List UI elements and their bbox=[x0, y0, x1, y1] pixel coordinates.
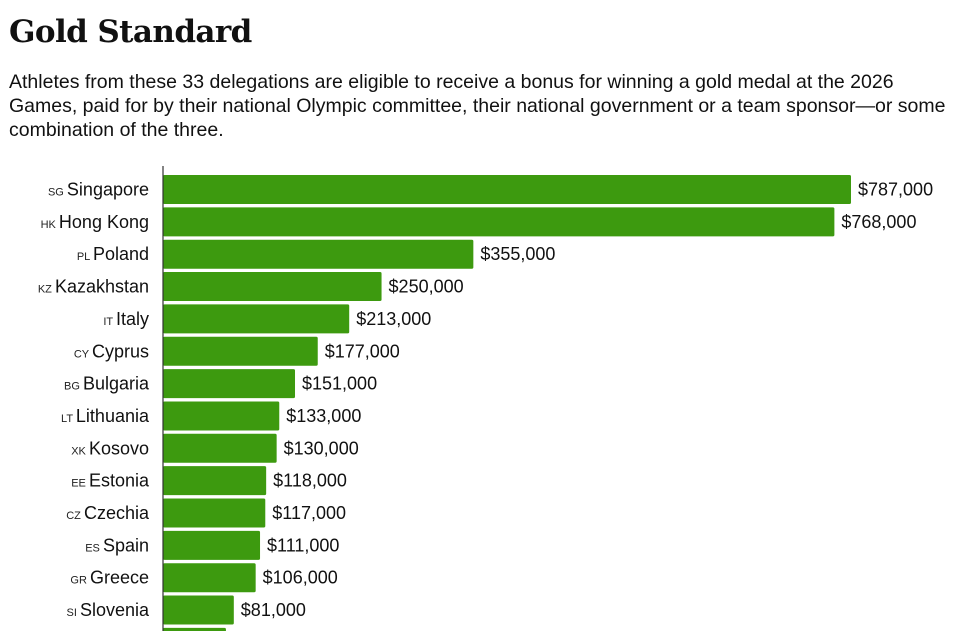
category-label: BG Bulgaria bbox=[64, 374, 150, 394]
category-label: IT Italy bbox=[103, 309, 149, 329]
category-label: CY Cyprus bbox=[74, 341, 149, 361]
country-code: SG bbox=[48, 187, 67, 199]
category-label: PL Poland bbox=[77, 244, 149, 264]
value-label: $111,000 bbox=[267, 535, 339, 555]
category-label: SI Slovenia bbox=[67, 600, 150, 620]
bar-kosovo bbox=[163, 433, 277, 463]
country-code: PL bbox=[77, 251, 93, 263]
value-labels-group: $787,000 $768,000 $355,000 $250,000 $213,000… bbox=[241, 180, 933, 621]
category-label: GR Greece bbox=[70, 568, 149, 588]
chart-subtitle: Athletes from these 33 delegations are e… bbox=[9, 71, 946, 141]
category-label: ES Spain bbox=[85, 535, 149, 555]
value-label: $106,000 bbox=[263, 568, 338, 588]
category-label: CZ Czechia bbox=[66, 503, 150, 523]
bar-singapore bbox=[163, 175, 851, 204]
value-label: $787,000 bbox=[858, 180, 933, 200]
country-name: Bulgaria bbox=[83, 374, 150, 394]
country-code: SI bbox=[67, 607, 80, 619]
country-name: Czechia bbox=[84, 503, 150, 523]
value-label: $130,000 bbox=[284, 438, 359, 458]
chart-title: Gold Standard bbox=[9, 14, 252, 50]
category-label: SG Singapore bbox=[48, 180, 149, 200]
country-name: Hong Kong bbox=[59, 212, 149, 232]
value-label: $213,000 bbox=[356, 309, 431, 329]
country-name: Spain bbox=[103, 535, 149, 555]
country-code: CY bbox=[74, 348, 92, 360]
value-label: $81,000 bbox=[241, 600, 306, 620]
country-name: Kazakhstan bbox=[55, 277, 149, 297]
country-code: GR bbox=[70, 575, 90, 587]
bar-bulgaria bbox=[163, 369, 296, 399]
bar-czechia bbox=[163, 498, 266, 528]
bar-chart: SG Singapore HK Hong Kong PL Poland KZ Kaza… bbox=[38, 166, 933, 631]
category-label: HK Hong Kong bbox=[41, 212, 149, 232]
country-code: XK bbox=[71, 445, 89, 457]
category-label: KZ Kazakhstan bbox=[38, 277, 149, 297]
category-label: XK Kosovo bbox=[71, 438, 149, 458]
bar-hong-kong bbox=[163, 207, 835, 237]
bar-kazakhstan bbox=[163, 272, 382, 302]
bar-spain bbox=[163, 530, 261, 560]
country-name: Kosovo bbox=[89, 438, 149, 458]
country-code: HK bbox=[41, 219, 59, 231]
category-label: EE Estonia bbox=[71, 471, 150, 491]
bar-slovenia bbox=[163, 595, 234, 625]
country-name: Cyprus bbox=[92, 341, 149, 361]
bar-lithuania bbox=[163, 401, 280, 431]
country-name: Greece bbox=[90, 568, 149, 588]
value-label: $355,000 bbox=[480, 244, 555, 264]
bar-cyprus bbox=[163, 336, 318, 366]
bar-greece bbox=[163, 563, 256, 593]
value-label: $133,000 bbox=[286, 406, 361, 426]
country-name: Singapore bbox=[67, 180, 149, 200]
value-label: $177,000 bbox=[325, 341, 400, 361]
country-code: BG bbox=[64, 381, 83, 393]
bar-italy bbox=[163, 304, 350, 334]
value-label: $250,000 bbox=[389, 277, 464, 297]
value-label: $118,000 bbox=[273, 471, 347, 491]
category-label: LT Lithuania bbox=[61, 406, 150, 426]
country-code: IT bbox=[103, 316, 116, 328]
category-labels-group: SG Singapore HK Hong Kong PL Poland KZ Kaza… bbox=[38, 180, 150, 621]
bar-partial-next bbox=[163, 627, 226, 631]
country-name: Slovenia bbox=[80, 600, 150, 620]
country-name: Lithuania bbox=[76, 406, 150, 426]
bar-estonia bbox=[163, 466, 267, 496]
country-code: CZ bbox=[66, 510, 84, 522]
country-name: Estonia bbox=[89, 471, 150, 491]
value-label: $151,000 bbox=[302, 374, 377, 394]
value-label: $117,000 bbox=[272, 503, 346, 523]
country-code: EE bbox=[71, 478, 89, 490]
country-name: Italy bbox=[116, 309, 149, 329]
country-code: KZ bbox=[38, 284, 55, 296]
bar-poland bbox=[163, 239, 474, 269]
country-code: ES bbox=[85, 542, 103, 554]
country-code: LT bbox=[61, 413, 76, 425]
value-label: $768,000 bbox=[841, 212, 916, 232]
bars-group bbox=[163, 175, 851, 631]
country-name: Poland bbox=[93, 244, 149, 264]
